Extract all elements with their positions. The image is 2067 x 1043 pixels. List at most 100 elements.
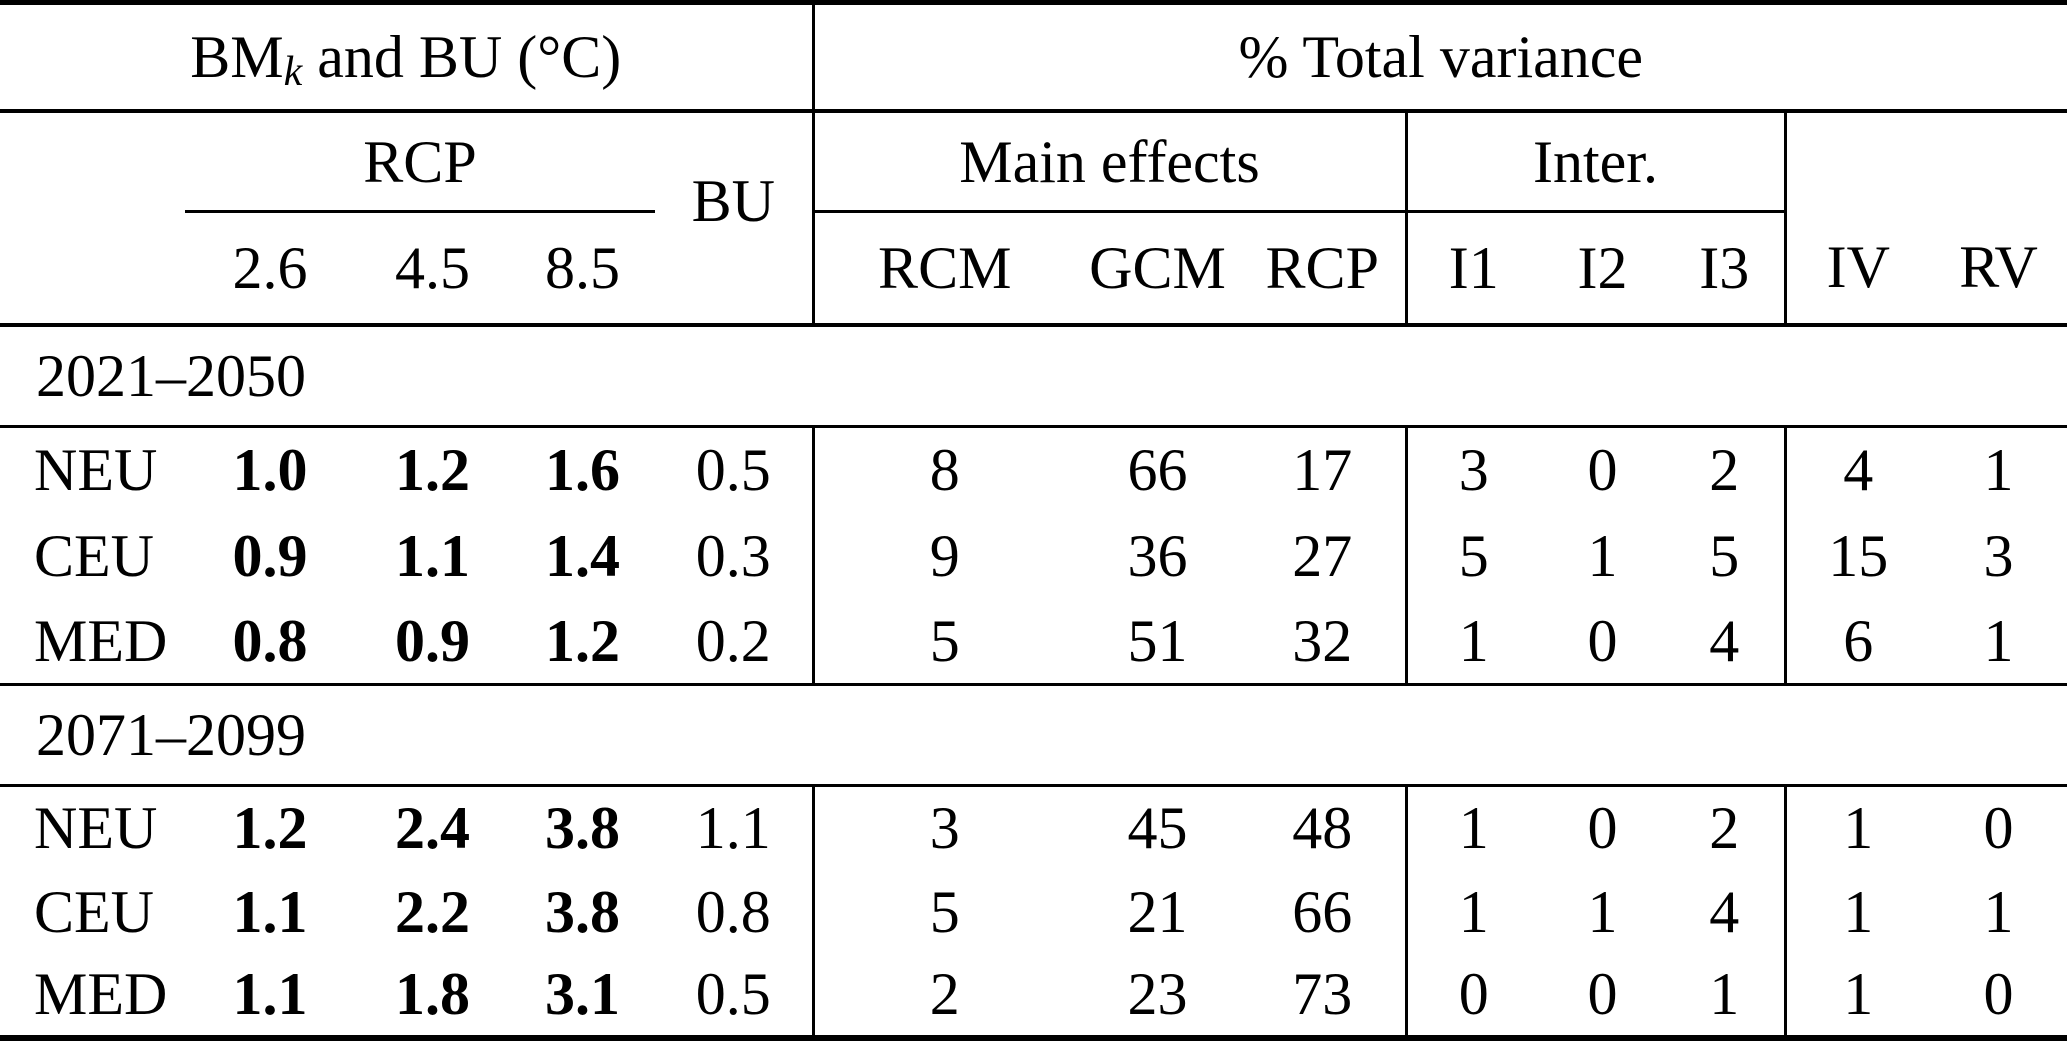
data-cell: 1	[1930, 598, 2067, 686]
data-cell: 1	[1404, 598, 1540, 686]
header-row-columns: 2.6 4.5 8.5 RCM GCM RCP I1 I2 I3 IV RV	[0, 211, 2067, 327]
data-cell: 1.0	[232, 437, 308, 504]
spacer-cell	[1783, 111, 2067, 212]
table-row: MED 0.8 0.9 1.2 0.2 5 51 32 1 0 4 6 1	[0, 598, 2067, 686]
data-cell: 1.6	[545, 437, 620, 504]
data-cell: 5	[1709, 522, 1740, 589]
data-cell: 1.2	[510, 598, 655, 686]
data-cell: 1.1	[185, 953, 355, 1041]
data-cell: 1.1	[232, 878, 308, 945]
data-cell: 45	[1127, 795, 1188, 862]
section-row: 2021–2050	[0, 325, 2067, 428]
data-cell: 2.2	[395, 878, 470, 945]
data-cell: 0	[1587, 437, 1618, 504]
data-cell: 1	[1665, 953, 1785, 1041]
header-total-variance: % Total variance	[811, 0, 2067, 113]
data-cell: 1.2	[232, 795, 308, 862]
data-cell: 3.1	[510, 953, 655, 1041]
group-header-rcp: RCP	[185, 111, 655, 213]
data-cell: 3.8	[545, 878, 620, 945]
data-cell: 1	[1587, 522, 1618, 589]
table-row: CEU 0.9 1.1 1.4 0.3 9 36 27 5 1 5 15 3	[0, 512, 2067, 599]
row-label: MED	[0, 598, 185, 686]
data-cell: 2	[1709, 437, 1740, 504]
data-cell: 1	[1783, 785, 1930, 870]
data-cell: 4	[1709, 878, 1740, 945]
data-cell: 0.9	[355, 598, 510, 686]
data-cell: 0	[1540, 598, 1665, 686]
col-header-rcp: RCP	[1240, 211, 1406, 327]
data-cell: 3	[1983, 522, 2014, 589]
data-cell: 2	[811, 953, 1075, 1041]
data-cell: 1	[1783, 869, 1930, 954]
col-header-iv: IV	[1783, 211, 1930, 327]
data-cell: 8	[811, 426, 1075, 513]
data-cell: 23	[1075, 953, 1240, 1041]
data-cell: 1	[1587, 878, 1618, 945]
data-cell: 3	[811, 785, 1075, 870]
row-label: CEU	[34, 522, 154, 589]
header-bm-suffix: and BU (°C)	[302, 24, 622, 90]
data-cell: 0.5	[655, 953, 813, 1041]
data-cell: 15	[1783, 512, 1930, 599]
table-row: CEU 1.1 2.2 3.8 0.8 5 21 66 1 1 4 1 1	[0, 869, 2067, 954]
data-cell: 5	[1404, 512, 1540, 599]
data-cell: 0.3	[695, 522, 771, 589]
col-header-rcm: RCM	[811, 211, 1075, 327]
data-cell: 0	[1930, 953, 2067, 1041]
section-label-2021-2050: 2021–2050	[0, 325, 2067, 428]
data-cell: 32	[1240, 598, 1406, 686]
data-cell: 0	[1587, 795, 1618, 862]
data-cell: 1.1	[395, 522, 470, 589]
spacer-cell	[0, 111, 185, 212]
data-cell: 1	[1783, 953, 1930, 1041]
header-bm-prefix: BM	[190, 24, 284, 90]
data-cell: 4	[1783, 426, 1930, 513]
data-cell: 1.1	[695, 795, 771, 862]
data-cell: 73	[1240, 953, 1406, 1041]
table-row: NEU 1.0 1.2 1.6 0.5 8 66 17 3 0 2 4 1	[0, 426, 2067, 513]
row-label: CEU	[34, 878, 154, 945]
data-cell: 27	[1292, 522, 1353, 589]
col-header-rcp85: 8.5	[510, 211, 655, 327]
row-label: NEU	[34, 437, 158, 504]
data-cell: 1	[1404, 785, 1540, 870]
header-row-top: BMk and BU (°C) % Total variance	[0, 0, 2067, 113]
col-header-gcm: GCM	[1075, 211, 1240, 327]
section-row: 2071–2099	[0, 684, 2067, 787]
data-cell: 0.5	[695, 437, 771, 504]
table-row: MED 1.1 1.8 3.1 0.5 2 23 73 0 0 1 1 0	[0, 953, 2067, 1041]
data-cell: 3	[1404, 426, 1540, 513]
data-cell: 3.8	[545, 795, 620, 862]
data-cell: 4	[1665, 598, 1785, 686]
header-bm-bu: BMk and BU (°C)	[0, 0, 813, 113]
data-cell: 0.9	[232, 522, 308, 589]
col-header-i3: I3	[1665, 211, 1785, 327]
header-bm-subscript: k	[283, 49, 303, 96]
data-cell: 1	[1983, 437, 2014, 504]
data-cell: 0.2	[655, 598, 813, 686]
col-header-rv: RV	[1930, 211, 2067, 327]
data-cell: 1	[1404, 869, 1540, 954]
data-cell: 0.8	[185, 598, 355, 686]
data-cell: 0	[1540, 953, 1665, 1041]
data-cell: 0.8	[695, 878, 771, 945]
data-cell: 66	[1292, 878, 1353, 945]
data-cell: 1.2	[395, 437, 470, 504]
data-cell: 0	[1404, 953, 1540, 1041]
row-label: NEU	[34, 795, 158, 862]
group-header-inter: Inter.	[1404, 111, 1785, 213]
data-cell: 51	[1075, 598, 1240, 686]
data-cell: 1.4	[545, 522, 620, 589]
header-row-groups: RCP BU Main effects Inter.	[0, 111, 2067, 327]
row-label: MED	[0, 953, 185, 1041]
data-cell: 0	[1983, 795, 2014, 862]
col-header-rcp26: 2.6	[185, 211, 355, 327]
data-cell: 17	[1292, 437, 1353, 504]
group-header-main-effects: Main effects	[811, 111, 1406, 213]
data-cell: 21	[1127, 878, 1188, 945]
data-cell: 9	[811, 512, 1075, 599]
data-cell: 1.8	[355, 953, 510, 1041]
